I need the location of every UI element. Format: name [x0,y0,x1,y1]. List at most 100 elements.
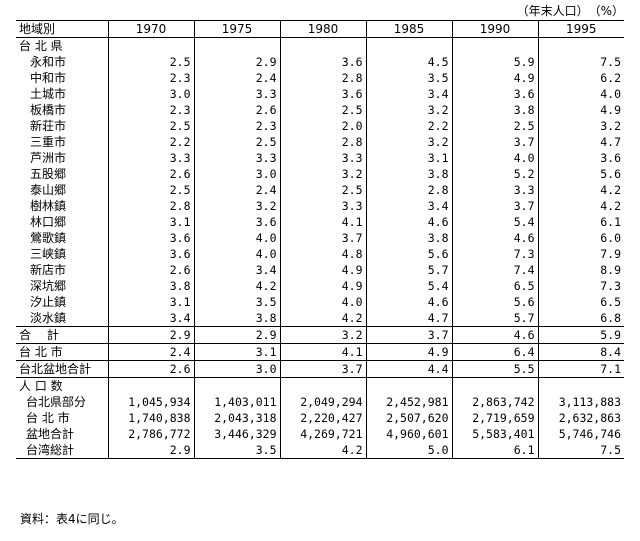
section-label: 台 北 県 [19,39,63,53]
table-row: 盆地合計 2,786,772 3,446,329 4,269,721 4,960,601… [16,426,624,442]
row-label: 深坑郷 [30,279,67,293]
header-row: 地域別 1970 1975 1980 1985 1990 1995 [16,20,624,38]
value-cell: 3.8 [451,102,538,118]
value-cell: 2.9 [107,326,194,344]
empty-cell [365,37,452,54]
value-cell: 3.6 [537,150,624,166]
value-cell: 3.2 [279,166,366,182]
value-cell: 4.1 [279,214,366,230]
value-cell: 6.2 [537,70,624,86]
value-cell: 2.5 [279,182,366,198]
table-row: 台湾総計 2.9 3.5 4.2 5.0 6.1 7.5 [16,442,624,459]
value-cell: 4.0 [193,230,280,246]
value-cell: 6.5 [451,278,538,294]
value-cell: 3.3 [279,198,366,214]
value-cell: 3.0 [193,360,280,378]
empty-cell [451,377,538,394]
value-cell: 2,220,427 [279,410,366,426]
value-cell: 3.6 [451,86,538,102]
table-row: 三重市 2.2 2.5 2.8 3.2 3.7 4.7 [16,134,624,150]
empty-cell [193,377,280,394]
row-label: 合 計 [16,326,108,344]
year-header: 1970 [107,20,194,38]
table-row: 台北県部分 1,045,934 1,403,011 2,049,294 2,452,98… [16,394,624,410]
table-row: 新荘市 2.5 2.3 2.0 2.2 2.5 3.2 [16,118,624,134]
value-cell: 4.0 [451,150,538,166]
table-row: 五股郷 2.6 3.0 3.2 3.8 5.2 5.6 [16,166,624,182]
table-row: 土城市 3.0 3.3 3.6 3.4 3.6 4.0 [16,86,624,102]
row-label: 林口郷 [30,215,67,229]
row-label: 台北県部分 [26,395,87,409]
value-cell: 6.5 [537,294,624,310]
value-cell: 4.0 [537,86,624,102]
value-cell: 2,786,772 [107,426,194,442]
value-cell: 3.2 [279,326,366,344]
row-label: 台湾総計 [16,442,108,459]
value-cell: 4.2 [537,198,624,214]
value-cell: 2.5 [451,118,538,134]
value-cell: 7.3 [451,246,538,262]
value-cell: 3.7 [279,230,366,246]
empty-cell [193,37,280,54]
value-cell: 2.8 [279,134,366,150]
year-header: 1990 [451,20,538,38]
value-cell: 5.0 [365,442,452,459]
unit-note: （年末人口） （%） [516,4,624,18]
value-cell: 3.4 [193,262,280,278]
section-row: 台 北 県 [16,37,624,54]
value-cell: 3.2 [537,118,624,134]
row-label: 淡水鎮 [30,311,67,325]
value-cell: 4.6 [451,230,538,246]
value-cell: 2.5 [107,118,194,134]
value-cell: 4.0 [279,294,366,310]
value-cell: 4.9 [365,343,452,361]
value-cell: 8.4 [537,343,624,361]
value-cell: 5.6 [365,246,452,262]
value-cell: 7.1 [537,360,624,378]
value-cell: 3.4 [107,310,194,327]
value-cell: 5.4 [451,214,538,230]
value-cell: 3.3 [451,182,538,198]
value-cell: 3.4 [365,86,452,102]
value-cell: 3.5 [193,442,280,459]
value-cell: 3.7 [451,198,538,214]
value-cell: 4.2 [279,310,366,327]
value-cell: 3.2 [365,102,452,118]
value-cell: 2.9 [193,326,280,344]
year-header: 1995 [537,20,624,38]
empty-cell [451,37,538,54]
value-cell: 3,446,329 [193,426,280,442]
value-cell: 4.1 [279,343,366,361]
table-row: 芦洲市 3.3 3.3 3.3 3.1 4.0 3.6 [16,150,624,166]
row-label: 台 北 市 [16,343,108,361]
value-cell: 5.9 [451,54,538,70]
summary-row: 台北盆地合計 2.6 3.0 3.7 4.4 5.5 7.1 [16,360,624,378]
table-row: 永和市 2.5 2.9 3.6 4.5 5.9 7.5 [16,54,624,70]
value-cell: 4.2 [537,182,624,198]
value-cell: 4.9 [279,278,366,294]
row-label: 土城市 [30,87,67,101]
value-cell: 3.3 [107,150,194,166]
section-label: 人 口 数 [16,377,108,394]
value-cell: 3.6 [107,230,194,246]
empty-cell [107,37,194,54]
value-cell: 2.3 [193,118,280,134]
value-cell: 3.7 [451,134,538,150]
empty-cell [279,37,366,54]
value-cell: 4.9 [537,102,624,118]
value-cell: 3.3 [193,86,280,102]
empty-cell [365,377,452,394]
value-cell: 3.6 [107,246,194,262]
table-row: 鶯歌鎮 3.6 4.0 3.7 3.8 4.6 6.0 [16,230,624,246]
value-cell: 2.3 [107,102,194,118]
row-label: 新荘市 [30,119,67,133]
value-cell: 5.9 [537,326,624,344]
table-row: 深坑郷 3.8 4.2 4.9 5.4 6.5 7.3 [16,278,624,294]
row-label: 中和市 [30,71,67,85]
value-cell: 5.7 [365,262,452,278]
empty-cell [537,37,624,54]
value-cell: 2,452,981 [365,394,452,410]
value-cell: 2.6 [107,166,194,182]
value-cell: 5.2 [451,166,538,182]
table-row: 中和市 2.3 2.4 2.8 3.5 4.9 6.2 [16,70,624,86]
